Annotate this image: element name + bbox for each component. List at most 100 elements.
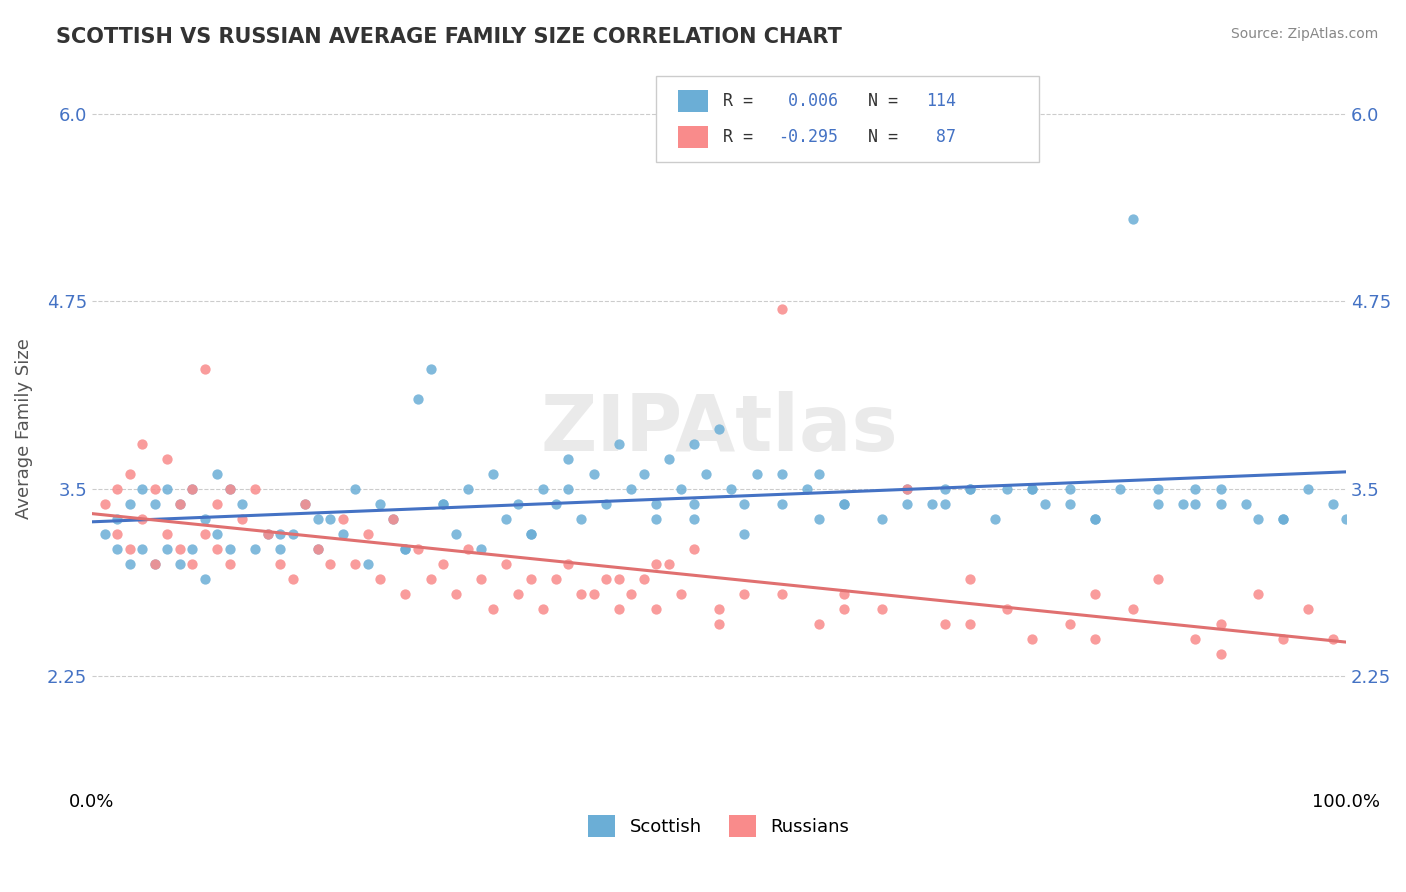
Point [671, 482, 693, 496]
Point [256, 526, 278, 541]
Point [243, 482, 266, 496]
Point [531, 482, 554, 496]
Point [733, 526, 755, 541]
Point [169, 541, 191, 556]
Point [1109, 482, 1132, 496]
Point [181, 541, 204, 556]
Text: R =: R = [723, 92, 762, 110]
Y-axis label: Average Family Size: Average Family Size [15, 338, 32, 519]
Point [219, 557, 242, 571]
Point [470, 541, 492, 556]
Point [1021, 632, 1043, 646]
Point [118, 467, 141, 481]
Point [394, 586, 416, 600]
Point [118, 541, 141, 556]
Point [194, 511, 217, 525]
Point [269, 541, 291, 556]
Point [520, 526, 543, 541]
Point [870, 601, 893, 615]
Point [394, 541, 416, 556]
Point [419, 361, 441, 376]
Point [934, 482, 956, 496]
Point [357, 526, 380, 541]
Point [582, 586, 605, 600]
Point [344, 482, 367, 496]
Point [620, 482, 643, 496]
Point [557, 482, 579, 496]
Point [770, 496, 793, 510]
Text: 0.006: 0.006 [778, 92, 838, 110]
Point [921, 496, 943, 510]
Legend: Scottish, Russians: Scottish, Russians [581, 808, 856, 845]
Point [595, 496, 617, 510]
Point [1059, 496, 1081, 510]
Point [231, 511, 253, 525]
Point [1059, 616, 1081, 631]
FancyBboxPatch shape [657, 76, 1039, 162]
Point [1209, 482, 1232, 496]
Point [959, 616, 981, 631]
Point [984, 511, 1007, 525]
Text: 87: 87 [925, 128, 956, 146]
Point [307, 511, 329, 525]
Point [595, 572, 617, 586]
Point [520, 572, 543, 586]
Point [683, 541, 706, 556]
Point [307, 541, 329, 556]
Point [482, 467, 505, 481]
Point [131, 436, 153, 450]
Point [557, 451, 579, 466]
Point [432, 557, 454, 571]
Point [1184, 496, 1206, 510]
Point [1322, 496, 1344, 510]
Point [1247, 586, 1270, 600]
Point [219, 482, 242, 496]
Point [394, 541, 416, 556]
Point [105, 526, 128, 541]
Point [1084, 586, 1107, 600]
Point [544, 496, 567, 510]
FancyBboxPatch shape [678, 90, 707, 112]
Point [432, 496, 454, 510]
Point [181, 482, 204, 496]
Point [645, 496, 668, 510]
Point [607, 436, 630, 450]
Point [207, 541, 229, 556]
Point [720, 482, 742, 496]
Text: R =: R = [723, 128, 762, 146]
Text: Source: ZipAtlas.com: Source: ZipAtlas.com [1230, 27, 1378, 41]
Point [1084, 632, 1107, 646]
Point [1234, 496, 1257, 510]
Point [1272, 511, 1295, 525]
Text: N =: N = [848, 128, 908, 146]
Point [896, 482, 918, 496]
Point [508, 496, 530, 510]
Point [1247, 511, 1270, 525]
Point [269, 526, 291, 541]
Point [444, 526, 467, 541]
Text: -0.295: -0.295 [778, 128, 838, 146]
Point [645, 601, 668, 615]
Point [569, 511, 592, 525]
Point [995, 601, 1018, 615]
Point [207, 526, 229, 541]
Point [256, 526, 278, 541]
Point [131, 511, 153, 525]
Point [1146, 482, 1168, 496]
Point [707, 616, 730, 631]
Point [683, 511, 706, 525]
Point [633, 467, 655, 481]
Point [381, 511, 404, 525]
Point [1021, 482, 1043, 496]
Point [219, 541, 242, 556]
Point [181, 482, 204, 496]
Point [1122, 601, 1144, 615]
Point [569, 586, 592, 600]
Point [281, 572, 304, 586]
Point [695, 467, 717, 481]
Point [432, 496, 454, 510]
Point [444, 586, 467, 600]
Point [733, 496, 755, 510]
Point [633, 572, 655, 586]
Point [281, 526, 304, 541]
